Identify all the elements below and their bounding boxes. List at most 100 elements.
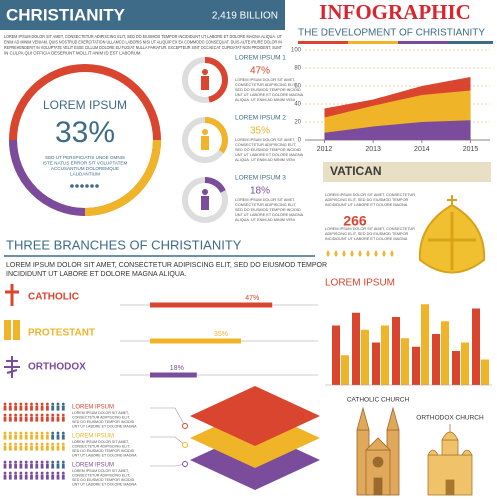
person-icon (40, 413, 44, 417)
drop-icon (350, 250, 354, 257)
y-tick-label: 80 (294, 66, 301, 72)
person-icon (24, 471, 28, 475)
branch-label: ORTHODOX (28, 362, 86, 373)
person-icon (35, 442, 39, 446)
person-icon (51, 474, 55, 480)
vatican-band (323, 162, 491, 182)
bar-title: LOREM IPSUM (325, 278, 395, 289)
person-icon (51, 402, 55, 406)
people-text: UNT UT LABORE ET DOLORE MAGNA (72, 424, 137, 428)
person-icon (35, 413, 39, 417)
bar (352, 312, 360, 385)
person-icon (46, 463, 49, 469)
person-icon (14, 474, 17, 480)
person-icon (30, 413, 33, 417)
person-icon (24, 413, 28, 417)
bar (461, 342, 469, 385)
mini-text: UNT UT LABORE ET DOLORE MAGNA (235, 153, 304, 157)
connector (150, 436, 186, 446)
person-icon (14, 471, 17, 475)
person-icon (8, 445, 12, 451)
intro-text: ENIM AD MINIM VENIAM, QUIS NOSTRUD EXERC… (4, 40, 282, 45)
people-text: CONSECTETUR ADIPISCING ELIT, (72, 444, 130, 448)
mini-value: 18% (250, 186, 270, 197)
person-icon (35, 434, 39, 440)
person-icon (30, 471, 33, 475)
person-icon (56, 434, 60, 440)
bar (381, 325, 389, 385)
people-text: SED DO EIUSMOD TEMPOR INCIDID (72, 420, 135, 424)
bar (421, 304, 429, 385)
people-text: CONSECTETUR ADIPISCING ELIT, (72, 473, 130, 477)
branch-bar (150, 372, 197, 378)
x-tick-label: 2012 (317, 146, 333, 153)
person-icon (8, 405, 12, 411)
person-icon (8, 463, 12, 469)
person-icon (35, 405, 39, 411)
person-icon (46, 416, 49, 422)
vatican-text: INCIDIDUNT UT LABORE ET DOLORE MAGNA (325, 203, 408, 207)
people-text: LOREM IPSUM DOLOR SIT AMET, (72, 440, 129, 444)
person-icon (24, 474, 28, 480)
branch-label: PROTESTANT (28, 328, 95, 339)
person-icon (19, 471, 23, 475)
vatican-text: LOREM IPSUM DOLOR SIT AMET, CONSECTETUR (325, 193, 415, 197)
y-tick-label: 40 (294, 102, 301, 108)
y-tick-label: 60 (294, 84, 301, 90)
person-icon (3, 413, 7, 417)
person-icon (46, 445, 49, 451)
person-icon (56, 463, 60, 469)
person-icon (56, 405, 60, 411)
person-icon (51, 460, 55, 464)
donut-value: 33% (55, 116, 115, 149)
people-text: SED DO EIUSMOD TEMPOR INCIDID (72, 449, 135, 453)
person-icon (24, 405, 28, 411)
drop-icon (358, 250, 362, 257)
person-icon (40, 402, 44, 406)
person-icon (24, 463, 28, 469)
person-icon (19, 416, 23, 422)
mini-text: LOREM IPSUM DOLOR SIT AMET, (235, 198, 295, 202)
person-icon (24, 431, 28, 435)
mini-donut-arc (182, 177, 228, 223)
person-icon (14, 460, 17, 464)
person-icon (40, 442, 44, 446)
person-icon (14, 405, 17, 411)
person-icon (19, 445, 23, 451)
person-icon (8, 474, 12, 480)
person-icon (8, 442, 12, 446)
person-icon (24, 445, 28, 451)
person-icon (61, 405, 65, 411)
connector-dot (182, 423, 188, 429)
people-text: UNT UT LABORE ET DOLORE MAGNA (72, 482, 137, 486)
people-text: LOREM IPSUM DOLOR SIT AMET, (72, 469, 129, 473)
vatican-title: VATICAN (330, 164, 382, 178)
person-icon (30, 460, 33, 464)
people-label: LOREM IPSUM (72, 463, 114, 469)
person-icon (80, 184, 84, 188)
mini-label: LOREM IPSUM 1 (235, 55, 286, 62)
orthodox-church (427, 424, 473, 496)
vatican-text: ADIPISCING ELIT, SED DO EIUSMOD TEMPOR (325, 198, 409, 202)
person-icon (51, 416, 55, 422)
branch-value: 35% (214, 331, 228, 338)
person-icon (19, 460, 23, 464)
person-icon (8, 460, 12, 464)
people-text: SED DO EIUSMOD TEMPOR INCIDID (72, 478, 135, 482)
person-icon (35, 474, 39, 480)
drop-icon (366, 250, 370, 257)
mini-text: SED DO EIUSMOD TEMPOR INCIDID (235, 88, 301, 92)
person-icon (3, 431, 7, 435)
intro-text: LOREM IPSUM DOLOR SIT AMET, CONSECTETUR … (4, 34, 282, 39)
person-icon (46, 431, 49, 435)
vatican-text: LOREM IPSUM DOLOR SIT AMET, CONSECTETUR (325, 227, 415, 231)
x-tick-label: 2014 (414, 146, 430, 153)
donut-text: ACCUSANTIUM DOLOREMQUE (51, 166, 119, 171)
person-icon (3, 463, 7, 469)
mini-text: LOREM IPSUM DOLOR SIT AMET, (235, 138, 295, 142)
y-tick-label: 20 (294, 120, 301, 126)
mitre-cross (428, 212, 476, 270)
branch-bar (150, 302, 273, 308)
person-icon (8, 431, 12, 435)
person-icon (46, 442, 49, 446)
